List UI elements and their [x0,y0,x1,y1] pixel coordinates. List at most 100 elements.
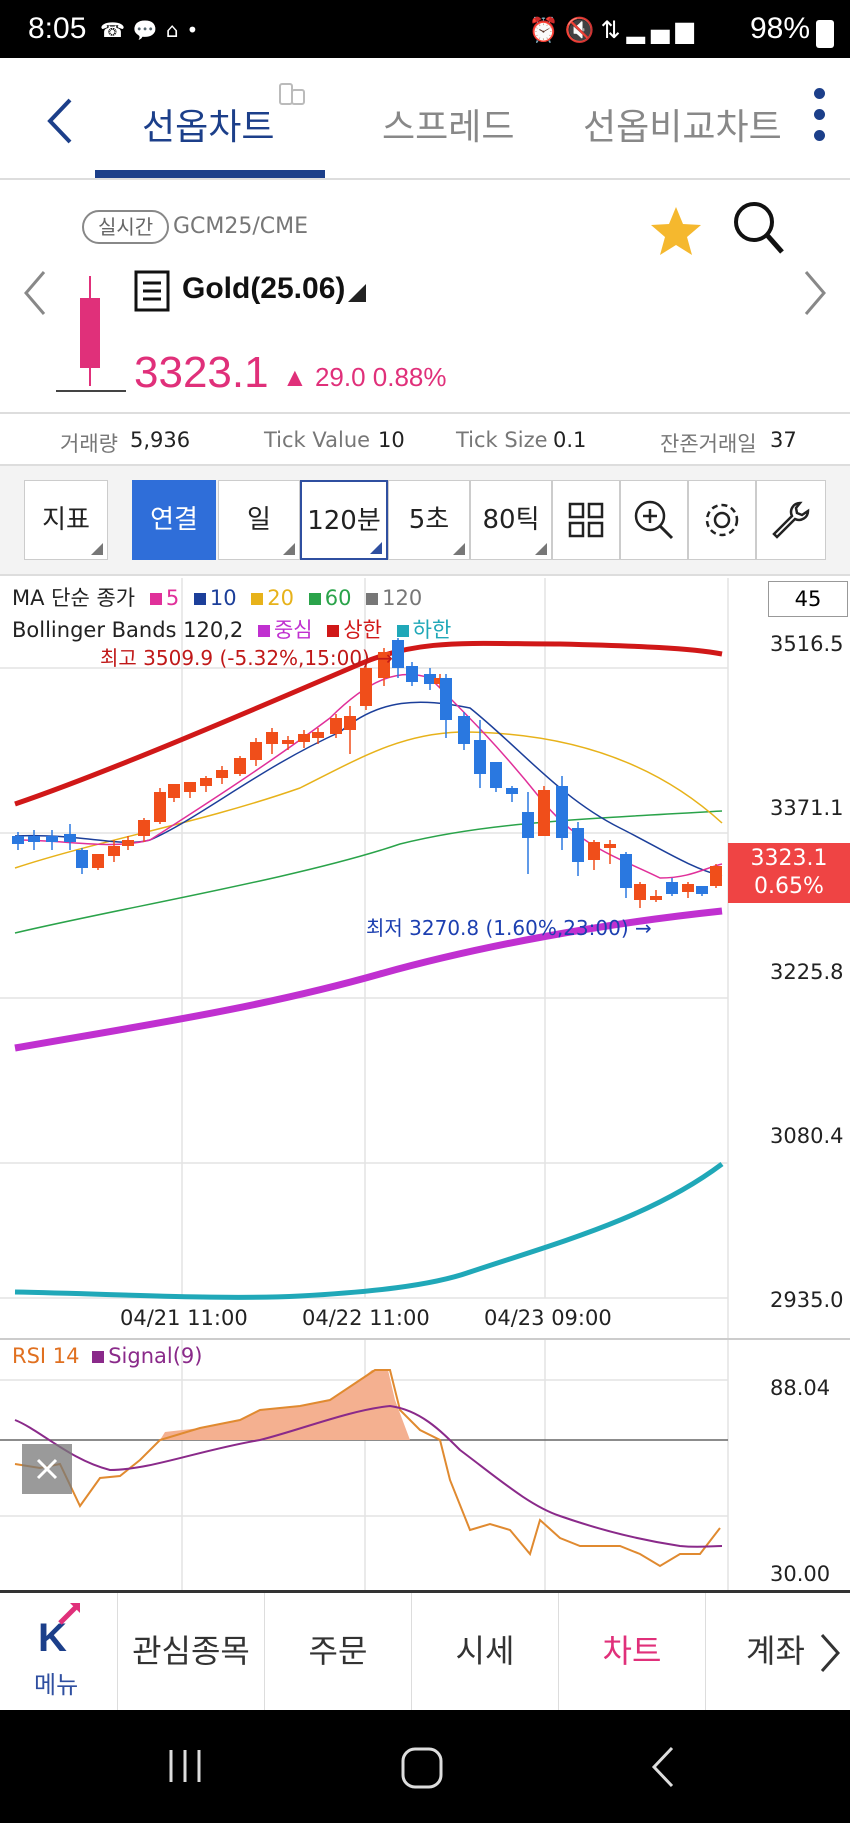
top-tab-bar: 선옵차트 스프레드 선옵비교차트 [0,58,850,180]
bb-lower-label: 하한 [412,618,452,642]
battery-icon [816,20,834,48]
bb-upper-line [14,640,723,807]
instrument-dropdown-icon[interactable] [346,282,368,304]
candle-body [538,790,550,836]
next-instrument-icon[interactable] [800,268,830,318]
x-tick: 04/21 11:00 [120,1306,248,1330]
period-day-button[interactable]: 일 [218,480,300,560]
previous-instrument-icon[interactable] [20,268,50,318]
candle-body [168,784,180,798]
layout-grid-button[interactable] [552,480,620,560]
candles[interactable] [12,638,722,908]
candle-body [298,734,310,742]
x-tick: 04/22 11:00 [302,1306,430,1330]
home-icon[interactable] [400,1746,444,1790]
ma60-line [14,810,723,934]
rsi-panel[interactable]: RSI 14 Signal(9) 88.04 30.00 [0,1338,850,1592]
low-annotation: 최저 3270.8 (1.60%,23:00) → [366,916,652,940]
instrument-name[interactable]: Gold(25.06) [182,272,346,305]
back-arrow-icon[interactable] [42,96,82,146]
battery-level: 98% [749,12,810,45]
main-chart[interactable]: MA 단순 종가 5 10 20 60 120 Bollinger Bands … [0,578,850,1338]
bb-legend: Bollinger Bands 120,2 중심 상한 하한 [12,614,451,644]
candle-body [234,758,246,774]
tab-option-compare-chart[interactable]: 선옵비교차트 [583,107,782,148]
candle-body [108,846,120,856]
menu-button[interactable]: K 메뉴 [0,1593,118,1710]
candle-body [572,828,584,862]
wrench-icon [772,501,810,539]
y-tick: 2935.0 [770,1288,844,1312]
ma10-swatch [193,593,206,605]
status-bar: 8:05 ☎💬⌂• ⏰🔇⇅▂▄▆ 98% [0,0,850,58]
5g-icon: ⇅ [600,16,627,44]
candle-body [312,732,324,738]
candle-body [64,834,76,842]
mute-icon: 🔇 [564,16,601,44]
candle-body [344,716,356,730]
candle-body [604,844,616,848]
candle-body [28,836,40,842]
nav-quotes[interactable]: 시세 [412,1593,559,1710]
notification-icons: ☎💬⌂• [100,18,206,42]
candle-body [216,770,228,778]
period-day-label: 일 [247,505,271,535]
ma5-label: 5 [165,586,180,610]
price-tag-value: 3323.1 [750,846,828,871]
document-icon[interactable] [134,270,170,312]
brand-logo-icon: K [38,1603,80,1660]
period-5s-button[interactable]: 5초 [388,480,470,560]
more-options-icon[interactable] [814,88,828,144]
candle-body [282,740,294,744]
settings-button[interactable] [688,480,756,560]
bb-upper-label: 상한 [343,618,382,642]
recent-apps-icon[interactable] [165,1746,205,1786]
link-button[interactable]: 연결 [132,480,216,560]
nav-account[interactable]: 계좌 [746,1632,805,1670]
nav-order[interactable]: 주문 [265,1593,412,1710]
nav-chart[interactable]: 차트 [559,1593,706,1710]
tab-spread[interactable]: 스프레드 [382,107,515,148]
candle-body [378,652,390,678]
ma5-swatch [149,593,162,605]
system-back-icon[interactable] [648,1744,678,1790]
bb-center-swatch [257,625,270,637]
period-80t-button[interactable]: 80틱 [470,480,552,560]
candle-body [522,812,534,838]
current-price: 3323.1 [134,348,269,397]
y-tick: 3225.8 [770,960,844,984]
period-120m-button[interactable]: 120분 [300,480,388,560]
nav-more-chevron-icon[interactable] [816,1631,842,1675]
price-tag-pct: 0.65% [754,874,824,899]
device-switch-icon[interactable] [278,80,306,108]
zoom-button[interactable] [620,480,688,560]
tick-value-label: Tick Value [264,428,371,452]
candle-body [474,740,486,774]
zoom-in-icon [634,500,674,540]
chart-canvas[interactable] [0,578,850,1338]
nav-watchlist[interactable]: 관심종목 [118,1593,265,1710]
candle-icon [56,276,126,392]
favorite-star-icon[interactable] [648,204,704,260]
search-icon[interactable] [730,198,786,258]
volume-value: 5,936 [130,428,191,452]
rsi-canvas[interactable] [0,1340,850,1592]
candle-body [392,640,404,668]
candle-body [440,678,452,720]
close-panel-button[interactable] [22,1444,72,1494]
indicator-button[interactable]: 지표 [24,480,108,560]
period-input[interactable]: 45 [768,581,848,617]
tools-button[interactable] [756,480,826,560]
stats-row: 거래량 5,936 Tick Value 10 Tick Size 0.1 잔존… [0,416,850,466]
ma20-label: 20 [267,586,295,610]
tab-option-chart[interactable]: 선옵차트 [142,107,275,148]
system-icons: ⏰🔇⇅▂▄▆ [529,16,700,44]
candle-body [154,792,166,822]
period-80t-label: 80틱 [482,505,540,535]
candle-body [184,782,196,792]
menu-label: 메뉴 [34,1671,79,1699]
candle-body [588,842,600,860]
ma120-label: 120 [382,586,423,610]
candle-body [12,836,24,844]
signal-icon: ▂▄▆ [626,16,700,44]
